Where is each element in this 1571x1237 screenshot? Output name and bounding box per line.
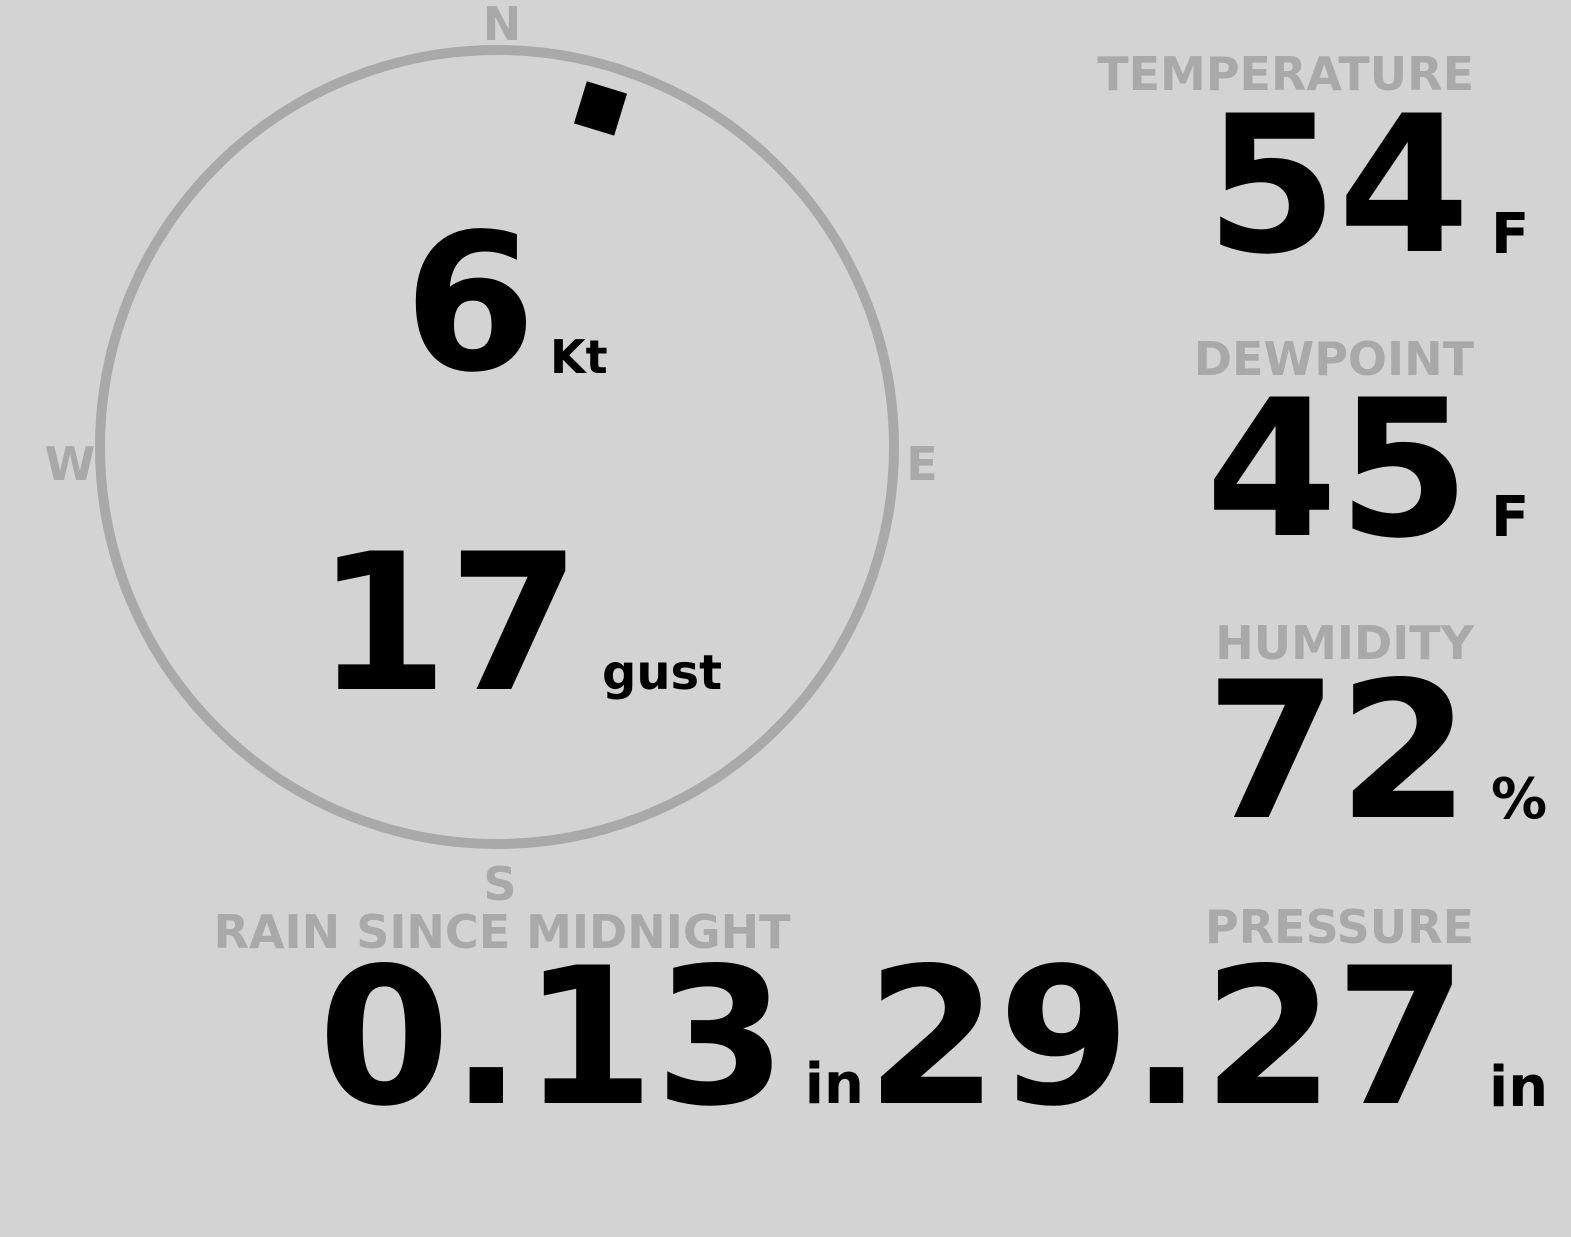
compass-east: E [906,437,938,491]
humidity-label: HUMIDITY [1215,616,1474,670]
wind-speed-unit: Kt [550,330,608,384]
compass-north: N [482,0,522,51]
rain-value: 0.13 [318,927,787,1148]
pressure-label: PRESSURE [1205,900,1474,954]
compass-west: W [44,437,96,491]
temperature-value: 54 [1205,75,1470,296]
dewpoint-value: 45 [1205,359,1470,580]
temperature-label: TEMPERATURE [1097,47,1474,101]
humidity-unit: % [1491,767,1548,832]
compass-ring [95,45,899,849]
pressure-value: 29.27 [866,927,1467,1148]
dewpoint-unit: F [1491,485,1530,550]
wind-direction-indicator [573,81,628,136]
wind-speed-value: 6 [404,193,537,414]
humidity-value: 72 [1205,641,1470,862]
rain-unit: in [804,1052,864,1117]
rain-reading: 0.13 in [318,927,864,1148]
dewpoint-label: DEWPOINT [1193,332,1474,386]
wind-gust-value: 17 [316,513,581,734]
compass-south: S [483,857,517,911]
rain-label: RAIN SINCE MIDNIGHT [213,905,791,959]
wind-gust-unit: gust [602,645,723,701]
pressure-unit: in [1489,1055,1549,1120]
temperature-unit: F [1491,202,1530,267]
